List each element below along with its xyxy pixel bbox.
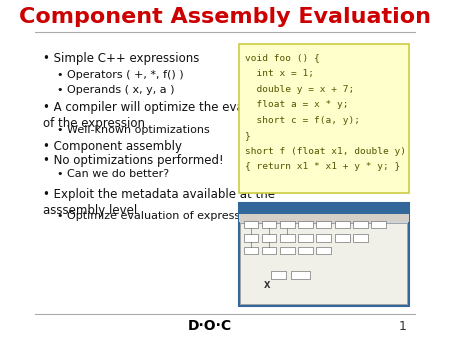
FancyBboxPatch shape bbox=[271, 271, 286, 279]
FancyBboxPatch shape bbox=[353, 221, 368, 228]
FancyBboxPatch shape bbox=[316, 234, 331, 242]
FancyBboxPatch shape bbox=[371, 221, 386, 228]
Text: Component Assembly Evaluation: Component Assembly Evaluation bbox=[19, 7, 431, 27]
FancyBboxPatch shape bbox=[298, 221, 313, 228]
FancyBboxPatch shape bbox=[280, 247, 295, 254]
FancyBboxPatch shape bbox=[335, 221, 350, 228]
Text: • Exploit the metadata available at the
asssembly level: • Exploit the metadata available at the … bbox=[43, 188, 275, 217]
FancyBboxPatch shape bbox=[316, 221, 331, 228]
Text: • Can we do better?: • Can we do better? bbox=[57, 169, 169, 179]
Text: { return x1 * x1 + y * y; }: { return x1 * x1 + y * y; } bbox=[246, 162, 401, 171]
FancyBboxPatch shape bbox=[240, 223, 407, 304]
Text: • A compiler will optimize the evaluation
of the expression: • A compiler will optimize the evaluatio… bbox=[43, 101, 285, 130]
Text: • Simple C++ expressions: • Simple C++ expressions bbox=[43, 52, 200, 65]
Text: • No optimizations performed!: • No optimizations performed! bbox=[43, 154, 224, 167]
Text: • Component assembly: • Component assembly bbox=[43, 140, 182, 153]
FancyBboxPatch shape bbox=[335, 234, 350, 242]
FancyBboxPatch shape bbox=[280, 234, 295, 242]
Text: D·O·C: D·O·C bbox=[188, 319, 232, 333]
Text: • Well-known optimizations: • Well-known optimizations bbox=[57, 125, 210, 135]
FancyBboxPatch shape bbox=[243, 234, 258, 242]
FancyBboxPatch shape bbox=[262, 221, 276, 228]
Text: short f (float x1, double y): short f (float x1, double y) bbox=[246, 147, 406, 156]
FancyBboxPatch shape bbox=[243, 221, 258, 228]
Text: void foo () {: void foo () { bbox=[246, 53, 320, 63]
FancyBboxPatch shape bbox=[353, 234, 368, 242]
Text: 1: 1 bbox=[399, 320, 407, 333]
FancyBboxPatch shape bbox=[291, 271, 310, 279]
Text: • Operators ( +, *, f() ): • Operators ( +, *, f() ) bbox=[57, 70, 184, 80]
Text: int x = 1;: int x = 1; bbox=[246, 69, 315, 78]
Text: short c = f(a, y);: short c = f(a, y); bbox=[246, 116, 360, 125]
Text: }: } bbox=[246, 131, 251, 140]
FancyBboxPatch shape bbox=[238, 214, 409, 222]
Text: • Optimize evaluation of expression: • Optimize evaluation of expression bbox=[57, 211, 257, 221]
FancyBboxPatch shape bbox=[298, 234, 313, 242]
FancyBboxPatch shape bbox=[262, 234, 276, 242]
FancyBboxPatch shape bbox=[243, 247, 258, 254]
Text: float a = x * y;: float a = x * y; bbox=[246, 100, 349, 109]
FancyBboxPatch shape bbox=[316, 247, 331, 254]
Text: X: X bbox=[264, 281, 271, 290]
FancyBboxPatch shape bbox=[280, 221, 295, 228]
Text: • Operands ( x, y, a ): • Operands ( x, y, a ) bbox=[57, 85, 174, 95]
FancyBboxPatch shape bbox=[262, 247, 276, 254]
FancyBboxPatch shape bbox=[238, 203, 409, 214]
FancyBboxPatch shape bbox=[238, 203, 409, 306]
FancyBboxPatch shape bbox=[238, 44, 409, 193]
Text: double y = x + 7;: double y = x + 7; bbox=[246, 84, 355, 94]
FancyBboxPatch shape bbox=[298, 247, 313, 254]
